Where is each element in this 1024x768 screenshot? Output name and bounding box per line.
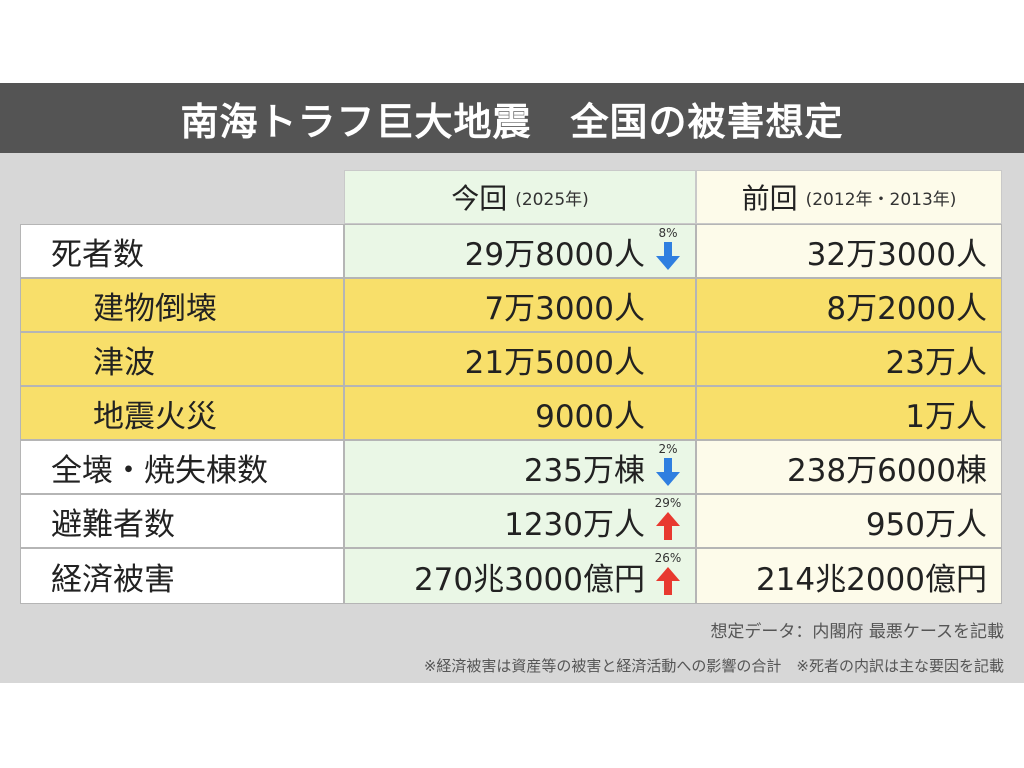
page-title: 南海トラフ巨大地震 全国の被害想定 [0,83,1024,153]
row-current-deaths: 29万8000人 8% [344,224,696,278]
row-label-tsunami: 津波 [20,332,344,386]
up-arrow-icon [656,567,680,595]
row-label-deaths: 死者数 [20,224,344,278]
row-label-earthquake-fire: 地震火災 [20,386,344,440]
change-percent: 29% [654,496,682,510]
row-label-economic-damage: 経済被害 [20,548,344,604]
change-percent: 26% [654,551,682,565]
row-label-evacuees: 避難者数 [20,494,344,548]
change-badge: 2% [653,442,683,490]
change-badge: 29% [653,496,683,544]
header-current: 今回 (2025年) [344,170,696,224]
row-current-building-collapse: 7万3000人 [344,278,696,332]
down-arrow-icon [656,458,680,486]
header-previous-label: 前回 [741,182,798,215]
change-badge: 8% [653,226,683,274]
value-text: 270兆3000億円 [413,561,645,598]
row-current-buildings-destroyed: 235万棟 2% [344,440,696,494]
header-current-year: (2025年) [515,189,589,210]
row-previous-deaths: 32万3000人 [696,224,1002,278]
row-previous-buildings-destroyed: 238万6000棟 [696,440,1002,494]
row-previous-building-collapse: 8万2000人 [696,278,1002,332]
header-current-label: 今回 [451,182,508,215]
row-current-evacuees: 1230万人 29% [344,494,696,548]
change-percent: 8% [658,226,678,240]
source-note: 想定データ：内閣府 最悪ケースを記載 [710,622,1004,642]
row-label-building-collapse: 建物倒壊 [20,278,344,332]
down-arrow-icon [656,242,680,270]
value-text: 235万棟 [523,452,645,489]
row-current-tsunami: 21万5000人 [344,332,696,386]
row-current-earthquake-fire: 9000人 [344,386,696,440]
row-previous-earthquake-fire: 1万人 [696,386,1002,440]
row-previous-economic-damage: 214兆2000億円 [696,548,1002,604]
change-badge: 26% [653,551,683,599]
change-percent: 2% [658,442,678,456]
value-text: 1230万人 [504,506,645,543]
row-previous-tsunami: 23万人 [696,332,1002,386]
row-current-economic-damage: 270兆3000億円 26% [344,548,696,604]
footnote: ※経済被害は資産等の被害と経済活動への影響の合計 ※死者の内訳は主な要因を記載 [423,657,1004,675]
value-text: 29万8000人 [464,236,645,273]
header-previous-year: (2012年・2013年) [805,189,957,210]
up-arrow-icon [656,512,680,540]
row-previous-evacuees: 950万人 [696,494,1002,548]
header-previous: 前回 (2012年・2013年) [696,170,1002,224]
row-label-buildings-destroyed: 全壊・焼失棟数 [20,440,344,494]
